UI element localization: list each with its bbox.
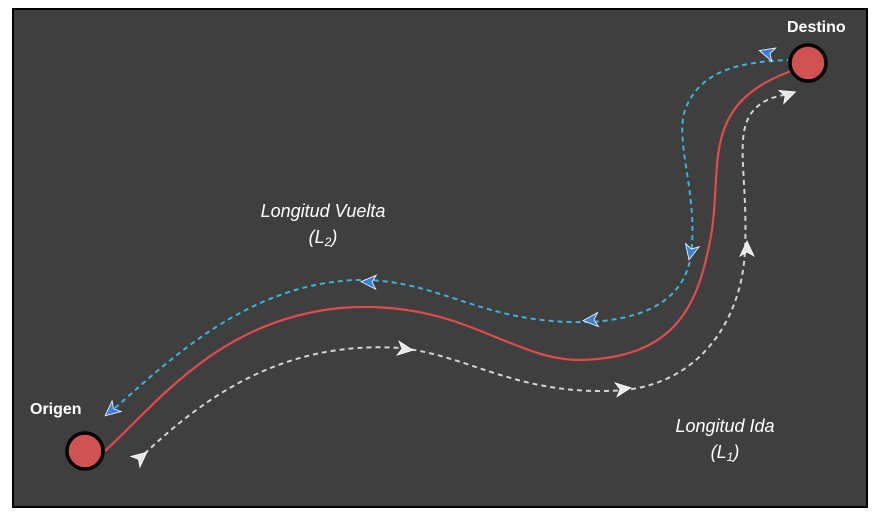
outbound-arrow-5 <box>777 89 797 105</box>
origin-label: Origen <box>30 401 82 418</box>
outbound-arrow-1 <box>129 451 148 469</box>
outbound-path <box>137 93 791 461</box>
outbound-arrow-3 <box>613 382 632 398</box>
route-line <box>104 66 801 452</box>
outbound-arrow-2 <box>395 340 414 356</box>
diagram-canvas <box>12 8 868 508</box>
return-length-text: Longitud Vuelta <box>260 201 386 221</box>
outbound-length-symbol: (L1) <box>710 442 740 464</box>
return-arrow-1 <box>758 47 777 63</box>
outbound-arrow-4 <box>739 240 755 257</box>
outbound-length-text: Longitud Ida <box>675 416 775 436</box>
return-length-symbol: (L2) <box>308 227 338 249</box>
return-arrow-3 <box>582 311 600 328</box>
return-arrow-4 <box>360 274 378 291</box>
return-length-label: Longitud Vuelta (L2) <box>238 198 408 255</box>
origin-node <box>65 431 105 471</box>
return-arrow-5 <box>104 399 123 417</box>
return-path <box>107 59 789 415</box>
return-arrow-2 <box>684 242 701 261</box>
outbound-length-label: Longitud Ida (L1) <box>650 413 800 470</box>
destination-label: Destino <box>787 19 846 36</box>
destination-node <box>788 43 828 83</box>
